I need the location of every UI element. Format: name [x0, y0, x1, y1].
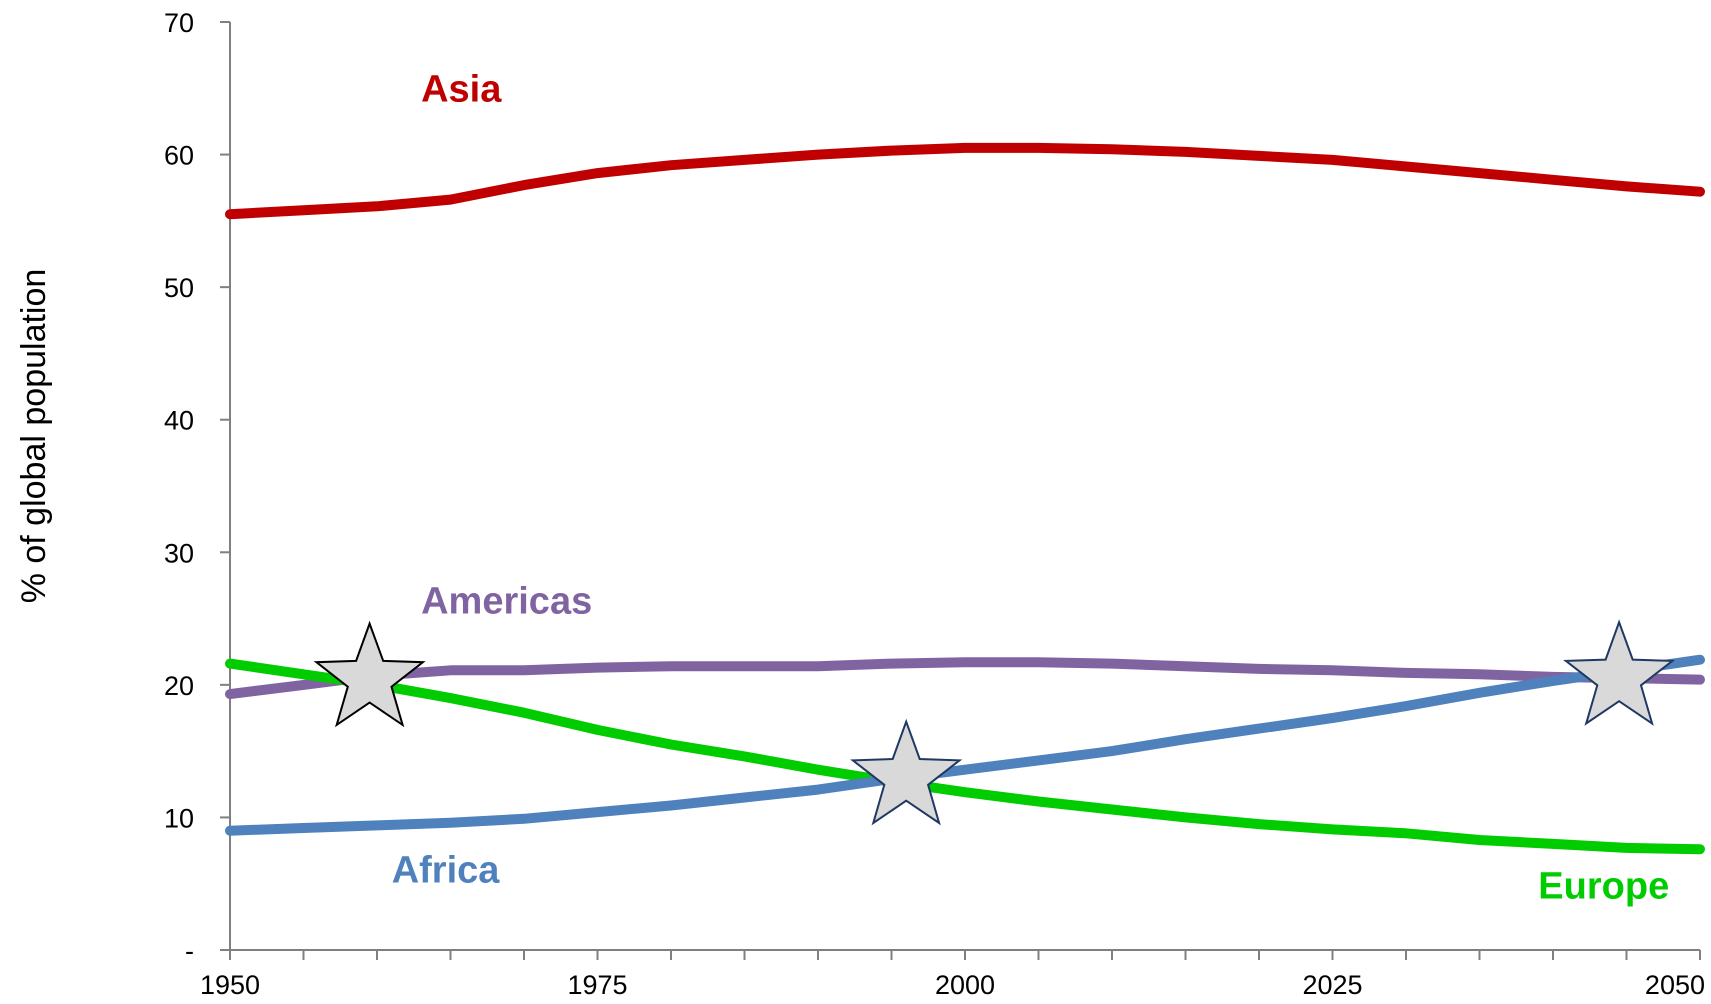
y-tick-label: 30	[164, 538, 194, 568]
star-marker	[313, 620, 426, 728]
star-marker	[1563, 619, 1676, 726]
y-tick-label: 40	[164, 406, 194, 436]
series-line-asia	[225, 142, 1705, 220]
y-tick-label: 10	[164, 803, 194, 833]
series-label-europe: Europe	[1538, 865, 1669, 907]
y-axis-title: % of global population	[15, 269, 53, 604]
star-marker	[850, 718, 963, 826]
series-labels: Asia Americas Europe Africa	[392, 69, 1670, 908]
series-label-africa: Africa	[392, 849, 501, 891]
series-label-americas: Americas	[421, 580, 592, 622]
x-tick-label: 1950	[200, 970, 260, 1000]
x-axis-ticks: 1950 1975 2000 2025 2050	[200, 950, 1705, 1000]
y-tick-label: 60	[164, 141, 194, 171]
y-tick-label: -	[185, 936, 194, 966]
y-tick-label: 70	[164, 8, 194, 38]
y-axis-ticks: - 10 20 30 40 50 60 70	[164, 8, 230, 966]
x-tick-label: 2025	[1302, 970, 1362, 1000]
x-tick-label: 1975	[567, 970, 627, 1000]
series-line-americas	[225, 657, 1705, 700]
x-tick-label: 2000	[935, 970, 995, 1000]
crossover-stars	[313, 619, 1676, 826]
axes: - 10 20 30 40 50 60 70 1950 1975 2000 2025 2050	[164, 8, 1705, 1000]
series-line-europe	[225, 658, 1705, 855]
series-line-africa	[225, 654, 1705, 836]
y-tick-label: 50	[164, 273, 194, 303]
x-tick-label: 2050	[1645, 970, 1705, 1000]
series-label-asia: Asia	[421, 69, 502, 111]
series-lines	[225, 142, 1705, 855]
y-tick-label: 20	[164, 671, 194, 701]
